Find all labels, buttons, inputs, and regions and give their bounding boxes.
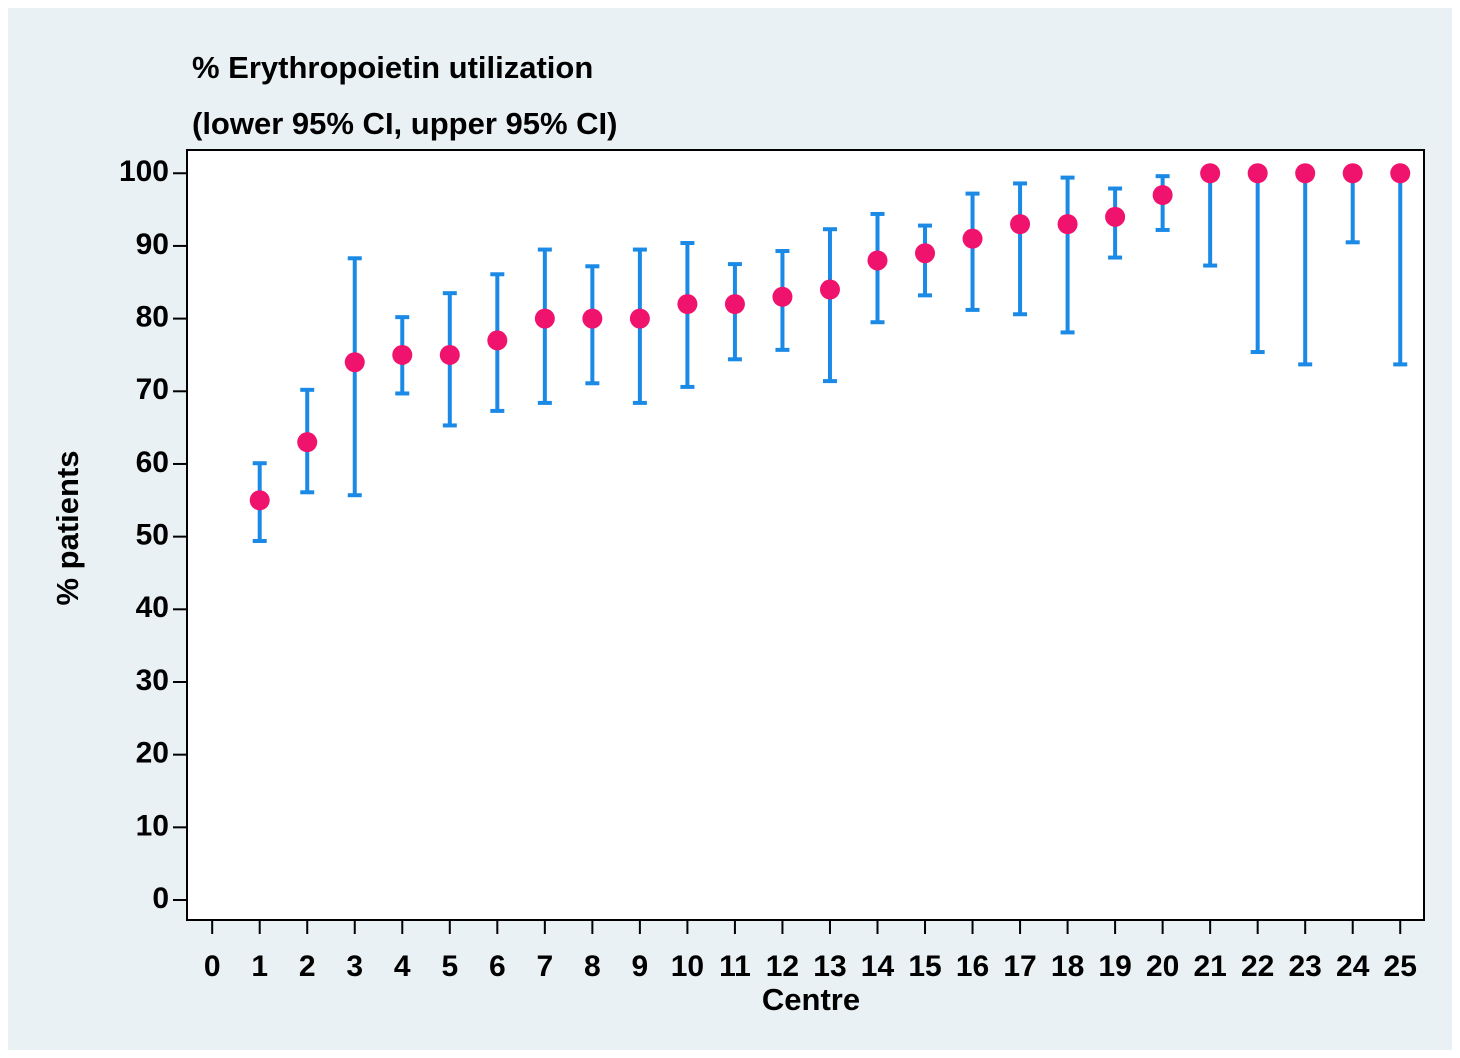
- point: [1390, 163, 1411, 184]
- point: [629, 308, 650, 329]
- point: [819, 279, 840, 300]
- x-tick-label: 5: [441, 950, 458, 983]
- point: [867, 250, 888, 271]
- point: [297, 432, 318, 453]
- y-tick-label: 0: [152, 882, 169, 915]
- x-axis-label: Centre: [762, 982, 860, 1017]
- x-tick-label: 21: [1193, 950, 1226, 983]
- x-tick-label: 14: [861, 950, 895, 983]
- point: [962, 228, 983, 249]
- x-tick-label: 23: [1289, 950, 1322, 983]
- plot-area: [186, 149, 1425, 921]
- point: [534, 308, 555, 329]
- y-tick-label: 70: [136, 373, 169, 406]
- y-tick-label: 60: [136, 446, 169, 479]
- y-tick-label: 50: [136, 519, 169, 552]
- y-axis-label: % patients: [50, 450, 85, 605]
- x-tick-label: 0: [204, 950, 221, 983]
- x-tick-label: 9: [632, 950, 649, 983]
- point: [677, 294, 698, 315]
- point: [582, 308, 603, 329]
- x-tick-label: 12: [766, 950, 799, 983]
- point: [1295, 163, 1316, 184]
- x-tick-label: 6: [489, 950, 506, 983]
- x-tick-label: 8: [584, 950, 601, 983]
- x-tick-label: 25: [1384, 950, 1417, 983]
- point: [915, 243, 936, 264]
- x-tick-label: 15: [908, 950, 941, 983]
- x-tick-label: 10: [671, 950, 704, 983]
- y-tick-label: 100: [119, 155, 169, 188]
- y-tick-label: 30: [136, 664, 169, 697]
- x-tick-label: 20: [1146, 950, 1179, 983]
- point: [1152, 185, 1173, 206]
- x-tick-label: 17: [1003, 950, 1036, 983]
- point: [249, 490, 270, 511]
- point: [1105, 206, 1126, 227]
- x-tick-label: 18: [1051, 950, 1084, 983]
- x-tick-label: 22: [1241, 950, 1274, 983]
- y-tick-label: 90: [136, 228, 169, 261]
- y-tick-label: 10: [136, 809, 169, 842]
- x-tick-label: 24: [1336, 950, 1370, 983]
- x-tick-label: 11: [719, 950, 751, 983]
- y-tick-label: 80: [136, 301, 169, 334]
- point: [1200, 163, 1221, 184]
- point: [439, 344, 460, 365]
- point: [344, 352, 365, 373]
- x-tick-label: 16: [956, 950, 989, 983]
- x-tick-label: 2: [299, 950, 316, 983]
- point: [724, 294, 745, 315]
- chart-title: % Erythropoietin utilization: [192, 50, 593, 85]
- point: [1010, 214, 1031, 235]
- x-tick-label: 3: [346, 950, 363, 983]
- x-tick-label: 1: [251, 950, 268, 983]
- point: [772, 286, 793, 307]
- point: [1342, 163, 1363, 184]
- x-tick-label: 4: [394, 950, 411, 983]
- y-tick-label: 40: [136, 591, 169, 624]
- point: [1247, 163, 1268, 184]
- point: [1057, 214, 1078, 235]
- point: [487, 330, 508, 351]
- x-tick-label: 7: [536, 950, 553, 983]
- point: [392, 344, 413, 365]
- x-tick-label: 13: [813, 950, 846, 983]
- x-tick-label: 19: [1098, 950, 1131, 983]
- y-tick-label: 20: [136, 737, 169, 770]
- chart-subtitle: (lower 95% CI, upper 95% CI): [192, 106, 618, 141]
